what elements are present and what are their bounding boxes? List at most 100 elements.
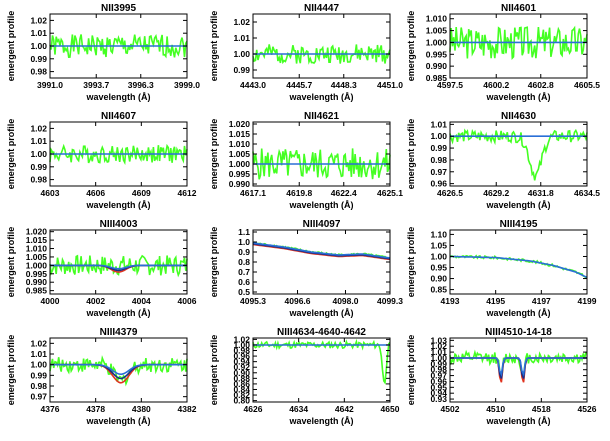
y-tick-label: 0.95 — [430, 263, 447, 273]
x-tick-label: 3996.3 — [128, 80, 154, 90]
y-axis-label: emergent profile — [209, 11, 219, 82]
panel-title: NII4607 — [101, 111, 136, 122]
x-tick-label: 4626.5 — [437, 188, 463, 198]
y-tick-label: 1.1 — [238, 227, 250, 237]
x-tick-label: 3993.7 — [83, 80, 109, 90]
x-tick-label: 4612 — [178, 188, 197, 198]
observed-spectrum-line — [252, 44, 391, 65]
y-tick-label: 1.000 — [26, 260, 48, 270]
y-axis-label: emergent profile — [406, 227, 416, 298]
x-tick-label: 4622.4 — [331, 188, 357, 198]
x-tick-label: 4193 — [441, 296, 460, 306]
y-tick-label: 1.020 — [229, 119, 251, 129]
y-tick-label: 0.98 — [30, 67, 47, 77]
x-tick-label: 4597.5 — [437, 80, 463, 90]
plot-frame — [252, 13, 391, 79]
x-tick-label: 4602.8 — [528, 80, 554, 90]
y-tick-label: 1.00 — [30, 149, 47, 159]
y-tick-label: 1.02 — [233, 334, 250, 344]
y-tick-label: 0.94 — [233, 357, 250, 367]
x-tick-label: 4380 — [132, 404, 151, 414]
y-tick-label: 0.990 — [26, 277, 48, 287]
x-axis-label: wavelength (Å) — [485, 416, 550, 426]
y-tick-label: 1.10 — [430, 229, 447, 239]
x-tick-label: 4199 — [578, 296, 597, 306]
y-tick-label: 0.6 — [238, 277, 250, 287]
y-tick-label: 1.03 — [430, 335, 447, 345]
x-tick-label: 4609 — [132, 188, 151, 198]
x-axis-label: wavelength (Å) — [288, 416, 353, 426]
y-axis-label: emergent profile — [406, 335, 416, 406]
y-tick-label: 1.02 — [30, 15, 47, 25]
y-tick-label: 1.0 — [238, 237, 250, 247]
y-tick-label: 1.01 — [430, 119, 447, 129]
x-tick-label: 4004 — [132, 296, 151, 306]
y-tick-label: 1.01 — [30, 28, 47, 38]
x-tick-label: 4606 — [86, 188, 105, 198]
y-tick-label: 1.01 — [430, 347, 447, 357]
plot-frame — [49, 337, 188, 403]
observed-spectrum-line — [49, 34, 188, 59]
y-tick-label: 1.02 — [30, 338, 47, 348]
x-tick-label: 4629.2 — [483, 188, 509, 198]
observed-spectrum-line — [252, 338, 391, 385]
y-tick-label: 0.90 — [430, 274, 447, 284]
model-profile-line — [450, 357, 587, 377]
x-tick-label: 4619.8 — [286, 188, 312, 198]
y-tick-label: 0.99 — [30, 162, 47, 172]
y-tick-label: 0.90 — [233, 368, 250, 378]
y-tick-label: 0.985 — [426, 73, 448, 83]
x-tick-label: 4617.1 — [240, 188, 266, 198]
model-profile-line — [50, 264, 187, 270]
y-tick-label: 1.005 — [426, 26, 448, 36]
y-tick-label: 0.995 — [426, 49, 448, 59]
y-tick-label: 0.92 — [233, 362, 250, 372]
plot-frame — [449, 121, 588, 187]
x-tick-label: 4634.5 — [574, 188, 600, 198]
observed-spectrum-line — [449, 25, 588, 61]
plot-frame — [449, 13, 588, 79]
y-tick-label: 0.98 — [30, 381, 47, 391]
y-axis-label: emergent profile — [6, 119, 16, 190]
panel-title: NII4630 — [501, 111, 536, 122]
x-tick-label: 3991.0 — [37, 80, 63, 90]
y-tick-label: 0.96 — [430, 179, 447, 189]
panel-title: NII4447 — [304, 3, 339, 14]
model-profile-line — [450, 255, 588, 279]
y-tick-label: 0.82 — [233, 390, 250, 400]
y-tick-label: 1.020 — [26, 227, 48, 237]
y-tick-label: 0.5 — [238, 287, 250, 297]
y-tick-label: 1.05 — [430, 240, 447, 250]
y-tick-label: 1.00 — [233, 49, 250, 59]
x-tick-label: 4443.0 — [240, 80, 266, 90]
panel-title: NIII4634-4640-4642 — [277, 327, 366, 338]
observed-spectrum-line — [49, 355, 188, 387]
y-tick-label: 0.98 — [430, 155, 447, 165]
y-tick-label: 0.995 — [229, 169, 251, 179]
x-tick-label: 4510 — [486, 404, 505, 414]
x-tick-label: 4605.5 — [574, 80, 600, 90]
y-tick-label: 0.99 — [30, 54, 47, 64]
x-tick-label: 4382 — [178, 404, 197, 414]
x-tick-label: 4625.1 — [377, 188, 403, 198]
plot-frame — [252, 337, 391, 403]
panel-title: NIII4097 — [303, 219, 341, 230]
y-tick-label: 1.005 — [229, 149, 251, 159]
y-tick-label: 0.98 — [233, 346, 250, 356]
y-tick-label: 0.990 — [426, 61, 448, 71]
y-tick-label: 1.000 — [229, 159, 251, 169]
x-tick-label: 4502 — [441, 404, 460, 414]
x-tick-label: 4376 — [41, 404, 60, 414]
panel-title: NIII4379 — [100, 327, 138, 338]
y-tick-label: 1.005 — [26, 252, 48, 262]
y-tick-label: 1.00 — [30, 41, 47, 51]
x-tick-label: 3999.0 — [174, 80, 200, 90]
x-axis-label: wavelength (Å) — [288, 92, 353, 102]
observed-spectrum-line — [449, 128, 588, 181]
y-tick-label: 1.02 — [233, 17, 250, 27]
y-axis-label: emergent profile — [209, 335, 219, 406]
panel-title: NII4621 — [304, 111, 339, 122]
x-axis-label: wavelength (Å) — [85, 200, 150, 210]
x-tick-label: 4631.8 — [528, 188, 554, 198]
